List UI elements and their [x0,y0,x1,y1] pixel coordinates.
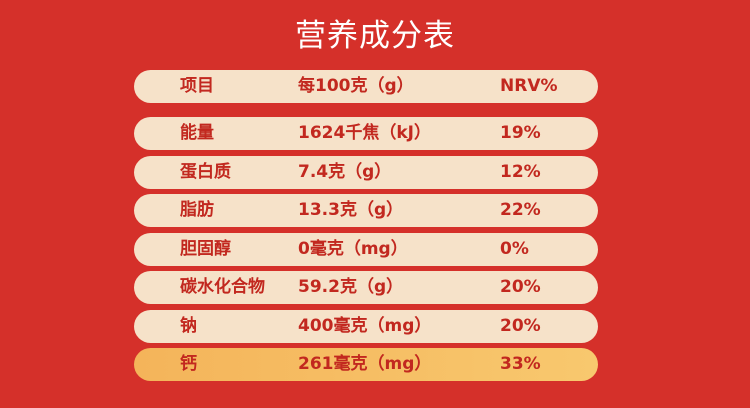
cell: 20% [500,277,541,297]
cell: 59.2克（g） [298,277,404,297]
cell: 400毫克（mg） [298,315,432,336]
table-row: 钠 400毫克（mg） 20% [134,309,598,343]
cell: 蛋白质 [180,161,231,182]
table-row: 蛋白质 7.4克（g） 12% [134,155,598,189]
cell: 项目 [180,76,214,96]
cell: 脂肪 [180,200,214,220]
title: 营养成分表 [295,18,455,54]
cell: 1624千焦（kJ） [298,123,431,143]
cell: 12% [500,161,541,182]
cell: 胆固醇 [180,238,231,259]
cell: NRV% [500,76,558,96]
cell: 碳水化合物 [180,277,265,297]
table-row: 能量 1624千焦（kJ） 19% [134,117,598,150]
cell: 能量 [180,123,214,143]
cell: 钙 [180,354,197,374]
cell: 33% [500,354,541,374]
cell: 20% [500,315,541,336]
table-row: 钙 261毫克（mg） 33% [134,348,598,381]
cell: 22% [500,200,541,220]
table-row: 胆固醇 0毫克（mg） 0% [134,232,598,266]
cell: 每100克（g） [298,76,414,96]
cell: 0毫克（mg） [298,238,408,259]
cell: 13.3克（g） [298,200,404,220]
cell: 7.4克（g） [298,161,392,182]
cell: 0% [500,238,529,259]
table-row: 碳水化合物 59.2克（g） 20% [134,271,598,304]
header-row: 项目 每100克（g） NRV% [134,70,598,103]
cell: 261毫克（mg） [298,354,432,374]
cell: 19% [500,123,541,143]
table-row: 脂肪 13.3克（g） 22% [134,194,598,227]
cell: 钠 [180,315,197,336]
